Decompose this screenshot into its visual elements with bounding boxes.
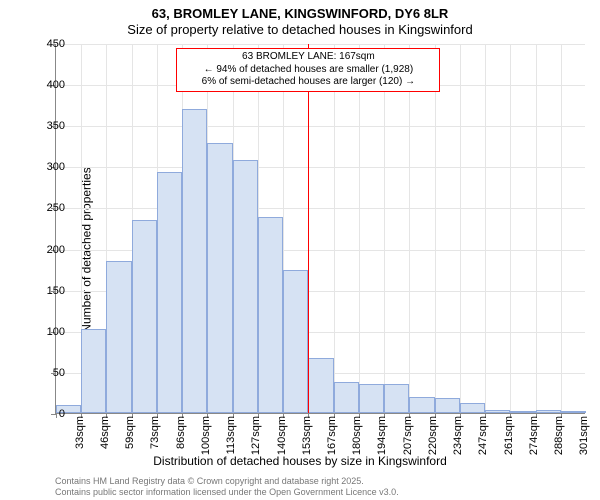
property-marker-line — [308, 44, 309, 413]
histogram-bar — [157, 172, 182, 413]
gridline-vertical — [359, 44, 360, 413]
chart-title: 63, BROMLEY LANE, KINGSWINFORD, DY6 8LR — [0, 6, 600, 21]
x-tick-label: 46sqm — [99, 416, 111, 456]
histogram-bar — [409, 397, 434, 413]
x-tick-label: 113sqm — [225, 416, 237, 456]
histogram-bar — [207, 143, 232, 414]
x-tick-label: 194sqm — [376, 416, 388, 456]
histogram-bar — [384, 384, 409, 413]
x-tick-label: 140sqm — [276, 416, 288, 456]
x-tick-label: 100sqm — [200, 416, 212, 456]
gridline-vertical — [384, 44, 385, 413]
footer-line-1: Contains HM Land Registry data © Crown c… — [55, 476, 399, 487]
x-tick-label: 288sqm — [553, 416, 565, 456]
y-tick-label: 50 — [25, 367, 65, 379]
histogram-bar — [536, 410, 561, 413]
gridline-vertical — [485, 44, 486, 413]
gridline-vertical — [561, 44, 562, 413]
x-tick-label: 234sqm — [452, 416, 464, 456]
histogram-bar — [283, 270, 308, 413]
y-tick-label: 450 — [25, 38, 65, 50]
annotation-box: 63 BROMLEY LANE: 167sqm← 94% of detached… — [176, 48, 440, 92]
y-tick-label: 100 — [25, 326, 65, 338]
annotation-line-2: ← 94% of detached houses are smaller (1,… — [181, 64, 435, 77]
x-tick-label: 167sqm — [326, 416, 338, 456]
histogram-bar — [132, 220, 157, 413]
chart-container: 63, BROMLEY LANE, KINGSWINFORD, DY6 8LR … — [0, 0, 600, 500]
histogram-bar — [510, 411, 535, 413]
gridline-vertical — [435, 44, 436, 413]
histogram-bar — [258, 217, 283, 413]
y-tick-label: 250 — [25, 202, 65, 214]
x-tick-label: 127sqm — [250, 416, 262, 456]
x-tick-label: 33sqm — [74, 416, 86, 456]
gridline-vertical — [409, 44, 410, 413]
y-tick-label: 350 — [25, 120, 65, 132]
histogram-bar — [106, 261, 131, 413]
y-tick-label: 0 — [25, 408, 65, 420]
annotation-line-1: 63 BROMLEY LANE: 167sqm — [181, 51, 435, 64]
histogram-bar — [81, 329, 106, 413]
x-tick-label: 180sqm — [351, 416, 363, 456]
histogram-bar — [334, 382, 359, 413]
histogram-bar — [308, 358, 333, 413]
histogram-bar — [182, 109, 207, 413]
histogram-bar — [435, 398, 460, 413]
histogram-bar — [485, 410, 510, 413]
chart-footer: Contains HM Land Registry data © Crown c… — [55, 476, 399, 498]
x-tick-label: 261sqm — [503, 416, 515, 456]
plot-area: 63 BROMLEY LANE: 167sqm← 94% of detached… — [55, 44, 585, 414]
x-tick-label: 274sqm — [528, 416, 540, 456]
x-tick-label: 86sqm — [175, 416, 187, 456]
gridline-vertical — [510, 44, 511, 413]
y-tick-label: 400 — [25, 79, 65, 91]
gridline-vertical — [536, 44, 537, 413]
x-tick-label: 301sqm — [578, 416, 590, 456]
y-tick-label: 300 — [25, 161, 65, 173]
y-tick-label: 150 — [25, 285, 65, 297]
x-tick-label: 220sqm — [427, 416, 439, 456]
chart-subtitle: Size of property relative to detached ho… — [0, 22, 600, 37]
histogram-bar — [233, 160, 258, 413]
annotation-line-3: 6% of semi-detached houses are larger (1… — [181, 76, 435, 89]
histogram-bar — [460, 403, 485, 413]
gridline-horizontal — [56, 126, 585, 127]
gridline-horizontal — [56, 44, 585, 45]
x-tick-label: 73sqm — [149, 416, 161, 456]
gridline-vertical — [460, 44, 461, 413]
x-tick-label: 247sqm — [477, 416, 489, 456]
x-tick-label: 153sqm — [301, 416, 313, 456]
x-axis-label: Distribution of detached houses by size … — [0, 454, 600, 468]
gridline-horizontal — [56, 167, 585, 168]
histogram-bar — [359, 384, 384, 413]
x-tick-label: 207sqm — [402, 416, 414, 456]
y-tick-label: 200 — [25, 244, 65, 256]
histogram-bar — [561, 411, 586, 413]
gridline-vertical — [334, 44, 335, 413]
gridline-horizontal — [56, 208, 585, 209]
footer-line-2: Contains public sector information licen… — [55, 487, 399, 498]
x-tick-label: 59sqm — [124, 416, 136, 456]
